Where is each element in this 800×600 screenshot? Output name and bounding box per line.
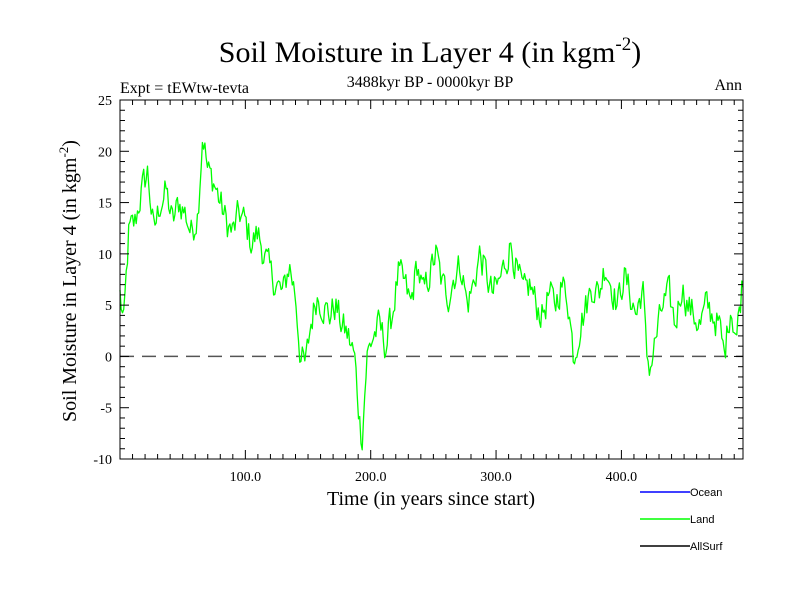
y-tick-label: 15 (98, 197, 112, 212)
legend-label-allsurf: AllSurf (690, 541, 723, 553)
y-axis-label: Soil Moisture in Layer 4 (in kgm-2) (56, 140, 81, 422)
expt-label: Expt = tEWtw-tevta (120, 80, 249, 97)
y-tick-label: 5 (105, 299, 112, 314)
y-tick-label: 0 (105, 350, 112, 365)
x-tick-label: 200.0 (355, 470, 387, 485)
ticks-layer (120, 99, 743, 460)
y-tick-label: 10 (98, 248, 112, 263)
series-line-land (119, 141, 744, 451)
chart-subtitle: 3488kyr BP - 0000kyr BP (347, 74, 514, 91)
y-tick-label: -10 (93, 453, 112, 468)
x-axis-label: Time (in years since start) (327, 488, 535, 510)
legend-label-ocean: Ocean (690, 487, 722, 499)
tick-labels-layer: -10 -5 0 5 10 15 20 25 100.0 200.0 300.0 400.0 (93, 94, 637, 485)
plot-frame (119, 99, 744, 460)
season-label: Ann (714, 77, 742, 94)
y-tick-label: -5 (100, 402, 112, 417)
chart-title: Soil Moisture in Layer 4 (in kgm-2) (219, 34, 641, 69)
x-tick-label: 100.0 (230, 470, 262, 485)
legend: Ocean Land AllSurf (640, 487, 723, 553)
series-layer (119, 141, 744, 451)
x-tick-label: 300.0 (480, 470, 512, 485)
y-tick-label: 25 (98, 94, 112, 109)
x-tick-label: 400.0 (606, 470, 638, 485)
legend-label-land: Land (690, 514, 714, 526)
y-tick-label: 20 (98, 145, 112, 160)
